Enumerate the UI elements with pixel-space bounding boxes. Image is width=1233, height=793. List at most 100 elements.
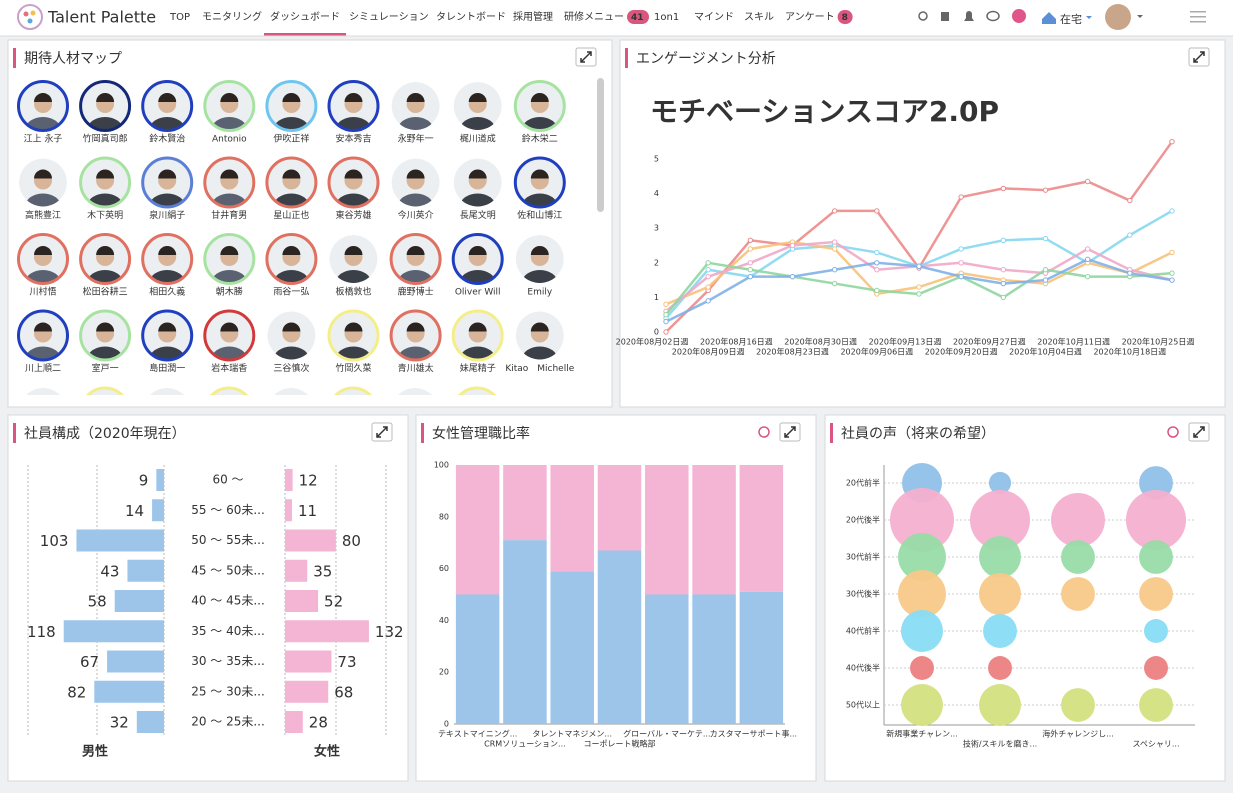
avatar-partial <box>458 386 496 395</box>
avatar[interactable] <box>453 311 502 373</box>
avatar-partial <box>150 388 184 395</box>
avatar[interactable] <box>391 311 440 373</box>
avatar[interactable] <box>205 82 254 143</box>
avatar[interactable] <box>143 235 192 296</box>
avatar[interactable] <box>19 235 67 296</box>
bar <box>127 559 164 582</box>
download-icon[interactable] <box>941 12 949 21</box>
nav-item[interactable]: 採用管理 <box>513 10 553 23</box>
avatar[interactable] <box>205 311 254 373</box>
value-label: 132 <box>375 623 404 641</box>
avatar-hair <box>468 93 487 102</box>
expand-icon <box>1193 51 1205 63</box>
user-avatar[interactable] <box>1105 4 1131 30</box>
avatar[interactable] <box>267 158 316 220</box>
user-caret[interactable] <box>1137 15 1143 18</box>
avatar[interactable] <box>391 158 440 220</box>
avatar[interactable] <box>81 235 130 296</box>
y-tick-label: 40代前半 <box>846 626 880 636</box>
search-icon[interactable] <box>918 11 928 21</box>
avatar-hair <box>282 246 301 255</box>
status-caret[interactable] <box>1086 16 1092 19</box>
home-icon[interactable] <box>1042 12 1056 24</box>
avatar-hair <box>344 169 363 179</box>
menu-line[interactable] <box>1190 11 1206 13</box>
value-label: 14 <box>125 502 144 520</box>
nav-item[interactable]: アンケート <box>785 11 835 23</box>
avatar[interactable] <box>515 311 564 373</box>
nav-item[interactable]: シミュレーション <box>349 12 429 23</box>
clock-icon[interactable] <box>758 426 770 438</box>
avatar[interactable] <box>143 311 192 373</box>
bar <box>114 590 164 612</box>
logo-icon[interactable] <box>17 4 43 30</box>
avatar[interactable] <box>391 235 440 296</box>
nav-item[interactable]: タレントボード <box>436 11 506 23</box>
avatar[interactable] <box>329 235 378 296</box>
person-name: 甘井育男 <box>211 209 247 221</box>
menu-line <box>1190 21 1206 23</box>
avatar[interactable] <box>329 82 378 143</box>
nav-item[interactable]: マインド <box>694 12 734 23</box>
logo-text[interactable]: Talent Palette <box>47 8 156 27</box>
avatar-ring <box>79 309 132 362</box>
avatar[interactable] <box>205 158 254 220</box>
line-point <box>747 260 754 266</box>
avatar[interactable] <box>19 158 67 220</box>
avatar[interactable] <box>391 82 440 143</box>
line-point <box>663 329 669 335</box>
avatar[interactable] <box>453 82 502 143</box>
help-icon[interactable] <box>1012 9 1026 23</box>
avatar[interactable] <box>453 235 502 296</box>
avatar-partial <box>26 388 60 395</box>
avatar-hair <box>158 246 177 255</box>
avatar-hair <box>220 169 239 179</box>
nav-item[interactable]: 研修メニュー <box>564 10 624 23</box>
avatar-ring <box>141 156 194 209</box>
avatar-body <box>397 346 434 360</box>
avatar[interactable] <box>267 82 316 143</box>
x-tick-label: グローバル・マーケテ... <box>623 729 710 739</box>
nav-item[interactable]: モニタリング <box>202 10 262 23</box>
avatar[interactable] <box>81 158 130 220</box>
nav-item[interactable]: TOP <box>169 12 190 23</box>
person-name: 梶川道成 <box>460 133 496 145</box>
value-label: 32 <box>110 714 129 732</box>
avatar-ring <box>203 233 256 285</box>
avatar[interactable] <box>515 82 564 143</box>
avatar-hair <box>96 246 115 255</box>
avatar[interactable] <box>329 311 378 373</box>
nav-item[interactable]: スキル <box>744 12 774 23</box>
avatar-body <box>521 117 558 130</box>
person-name: 高熊豊江 <box>25 209 61 221</box>
line-point <box>1042 267 1049 273</box>
avatar[interactable] <box>267 235 316 296</box>
avatar[interactable] <box>143 158 192 220</box>
avatar-body <box>149 193 186 207</box>
nav-item[interactable]: 1on1 <box>654 12 679 23</box>
avatar[interactable] <box>19 311 67 373</box>
person-name: 伊吹正祥 <box>273 133 309 145</box>
panel-accent <box>421 423 424 443</box>
line-point <box>747 237 754 244</box>
avatar[interactable] <box>515 158 564 220</box>
bell-icon[interactable] <box>964 11 974 21</box>
status-label[interactable]: 在宅 <box>1060 12 1082 26</box>
avatar-body <box>521 346 558 360</box>
chat-icon[interactable] <box>986 10 1000 22</box>
avatar[interactable] <box>81 311 130 373</box>
person-name: 鹿野博士 <box>398 286 434 298</box>
avatar[interactable] <box>81 82 130 143</box>
avatar[interactable] <box>205 235 254 296</box>
avatar[interactable] <box>329 158 378 220</box>
avatar[interactable] <box>143 82 192 143</box>
bar-segment <box>550 465 594 572</box>
avatar[interactable] <box>19 82 67 143</box>
clock-icon[interactable] <box>1167 426 1179 438</box>
avatar-hair <box>158 322 177 332</box>
nav-item[interactable]: ダッシュボード <box>270 10 340 23</box>
avatar[interactable] <box>267 311 316 373</box>
avatar[interactable] <box>453 158 502 220</box>
avatar-partial <box>398 388 432 395</box>
avatar[interactable] <box>515 235 564 296</box>
